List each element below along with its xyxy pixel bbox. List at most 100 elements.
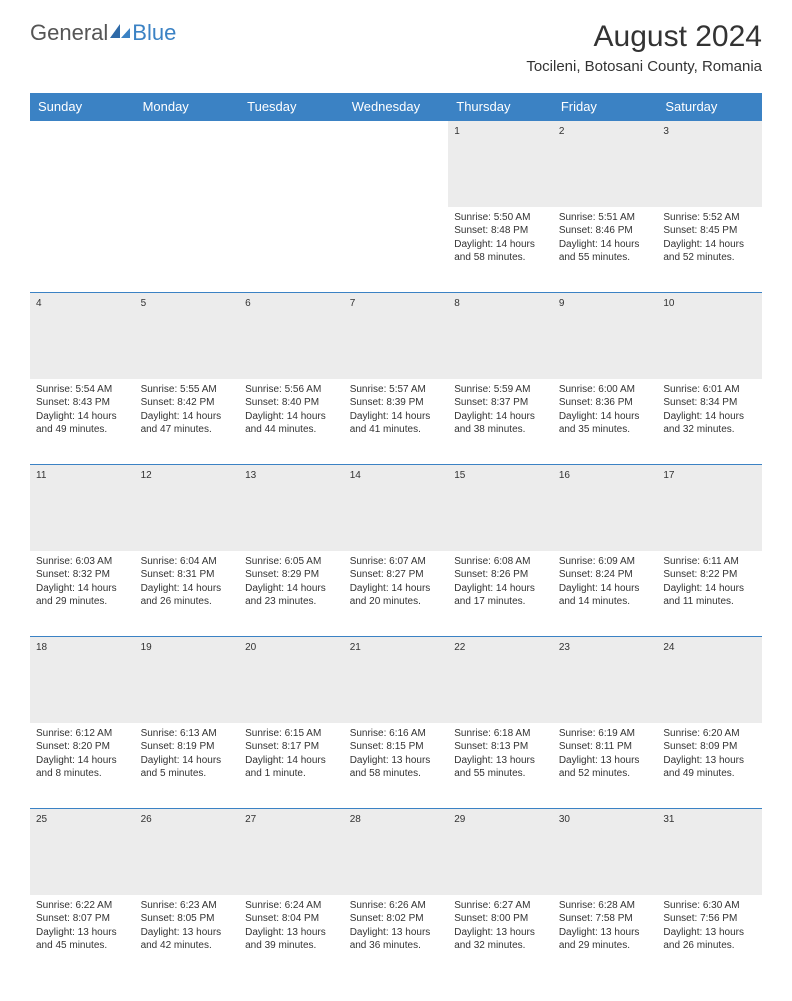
sunset-text: Sunset: 8:15 PM — [350, 740, 443, 754]
daylight-text-1: Daylight: 13 hours — [663, 754, 756, 768]
day-cell: Sunrise: 6:22 AMSunset: 8:07 PMDaylight:… — [30, 895, 135, 981]
daylight-text-2: and 20 minutes. — [350, 595, 443, 609]
day-header: Tuesday — [239, 93, 344, 121]
day-number-cell: 14 — [344, 465, 449, 551]
daylight-text-1: Daylight: 14 hours — [350, 410, 443, 424]
daylight-text-2: and 29 minutes. — [559, 939, 652, 953]
sunrise-text: Sunrise: 6:18 AM — [454, 727, 547, 741]
sunrise-text: Sunrise: 6:05 AM — [245, 555, 338, 569]
day-cell: Sunrise: 6:19 AMSunset: 8:11 PMDaylight:… — [553, 723, 658, 809]
daylight-text-2: and 36 minutes. — [350, 939, 443, 953]
daylight-text-2: and 5 minutes. — [141, 767, 234, 781]
daylight-text-1: Daylight: 14 hours — [36, 582, 129, 596]
sunset-text: Sunset: 8:32 PM — [36, 568, 129, 582]
daylight-text-1: Daylight: 14 hours — [559, 582, 652, 596]
daylight-text-2: and 26 minutes. — [663, 939, 756, 953]
day-number-cell — [344, 121, 449, 207]
sunrise-text: Sunrise: 6:24 AM — [245, 899, 338, 913]
daylight-text-2: and 41 minutes. — [350, 423, 443, 437]
sunset-text: Sunset: 8:26 PM — [454, 568, 547, 582]
day-number-cell: 9 — [553, 293, 658, 379]
day-number-cell: 10 — [657, 293, 762, 379]
sunset-text: Sunset: 8:29 PM — [245, 568, 338, 582]
day-cell — [344, 207, 449, 293]
daylight-text-2: and 32 minutes. — [454, 939, 547, 953]
sunset-text: Sunset: 8:31 PM — [141, 568, 234, 582]
sunrise-text: Sunrise: 6:07 AM — [350, 555, 443, 569]
day-cell: Sunrise: 6:28 AMSunset: 7:58 PMDaylight:… — [553, 895, 658, 981]
sunrise-text: Sunrise: 6:08 AM — [454, 555, 547, 569]
sunrise-text: Sunrise: 5:55 AM — [141, 383, 234, 397]
day-header: Wednesday — [344, 93, 449, 121]
daylight-text-1: Daylight: 14 hours — [663, 582, 756, 596]
sunset-text: Sunset: 8:24 PM — [559, 568, 652, 582]
daylight-text-2: and 52 minutes. — [559, 767, 652, 781]
day-number-cell: 20 — [239, 637, 344, 723]
daylight-text-2: and 11 minutes. — [663, 595, 756, 609]
sunrise-text: Sunrise: 6:01 AM — [663, 383, 756, 397]
sunrise-text: Sunrise: 6:15 AM — [245, 727, 338, 741]
daylight-text-1: Daylight: 14 hours — [454, 238, 547, 252]
sunset-text: Sunset: 8:39 PM — [350, 396, 443, 410]
sunrise-text: Sunrise: 5:50 AM — [454, 211, 547, 225]
sunset-text: Sunset: 8:09 PM — [663, 740, 756, 754]
daylight-text-2: and 55 minutes. — [454, 767, 547, 781]
day-number-cell: 22 — [448, 637, 553, 723]
calendar-body: 123Sunrise: 5:50 AMSunset: 8:48 PMDaylig… — [30, 121, 762, 981]
sunrise-text: Sunrise: 6:23 AM — [141, 899, 234, 913]
daylight-text-2: and 49 minutes. — [36, 423, 129, 437]
day-cell: Sunrise: 6:20 AMSunset: 8:09 PMDaylight:… — [657, 723, 762, 809]
day-cell: Sunrise: 6:00 AMSunset: 8:36 PMDaylight:… — [553, 379, 658, 465]
day-number-cell — [239, 121, 344, 207]
sunrise-text: Sunrise: 6:20 AM — [663, 727, 756, 741]
day-cell: Sunrise: 6:12 AMSunset: 8:20 PMDaylight:… — [30, 723, 135, 809]
sunrise-text: Sunrise: 6:04 AM — [141, 555, 234, 569]
day-cell: Sunrise: 6:04 AMSunset: 8:31 PMDaylight:… — [135, 551, 240, 637]
day-cell: Sunrise: 5:56 AMSunset: 8:40 PMDaylight:… — [239, 379, 344, 465]
sunset-text: Sunset: 8:17 PM — [245, 740, 338, 754]
day-cell: Sunrise: 6:13 AMSunset: 8:19 PMDaylight:… — [135, 723, 240, 809]
sunrise-text: Sunrise: 6:13 AM — [141, 727, 234, 741]
day-number-cell: 8 — [448, 293, 553, 379]
daylight-text-1: Daylight: 14 hours — [245, 754, 338, 768]
sunset-text: Sunset: 8:37 PM — [454, 396, 547, 410]
day-cell: Sunrise: 5:54 AMSunset: 8:43 PMDaylight:… — [30, 379, 135, 465]
day-cell: Sunrise: 6:07 AMSunset: 8:27 PMDaylight:… — [344, 551, 449, 637]
day-content-row: Sunrise: 6:12 AMSunset: 8:20 PMDaylight:… — [30, 723, 762, 809]
sunrise-text: Sunrise: 5:51 AM — [559, 211, 652, 225]
daylight-text-2: and 52 minutes. — [663, 251, 756, 265]
sunset-text: Sunset: 8:42 PM — [141, 396, 234, 410]
daylight-text-2: and 17 minutes. — [454, 595, 547, 609]
day-cell — [30, 207, 135, 293]
day-number-cell: 2 — [553, 121, 658, 207]
daylight-text-2: and 38 minutes. — [454, 423, 547, 437]
daylight-text-2: and 47 minutes. — [141, 423, 234, 437]
day-header-row: Sunday Monday Tuesday Wednesday Thursday… — [30, 93, 762, 121]
day-number-cell: 1 — [448, 121, 553, 207]
sunset-text: Sunset: 8:02 PM — [350, 912, 443, 926]
sunrise-text: Sunrise: 6:22 AM — [36, 899, 129, 913]
sunrise-text: Sunrise: 6:26 AM — [350, 899, 443, 913]
day-cell: Sunrise: 6:11 AMSunset: 8:22 PMDaylight:… — [657, 551, 762, 637]
day-number-cell: 31 — [657, 809, 762, 895]
day-number-cell: 19 — [135, 637, 240, 723]
calendar-page: General Blue August 2024 Tocileni, Botos… — [0, 0, 792, 1001]
day-cell: Sunrise: 6:08 AMSunset: 8:26 PMDaylight:… — [448, 551, 553, 637]
logo-text-2: Blue — [132, 20, 176, 46]
daylight-text-2: and 44 minutes. — [245, 423, 338, 437]
daylight-text-2: and 49 minutes. — [663, 767, 756, 781]
daylight-text-1: Daylight: 13 hours — [454, 754, 547, 768]
day-cell: Sunrise: 6:24 AMSunset: 8:04 PMDaylight:… — [239, 895, 344, 981]
day-number-cell: 30 — [553, 809, 658, 895]
daylight-text-2: and 32 minutes. — [663, 423, 756, 437]
sunset-text: Sunset: 8:36 PM — [559, 396, 652, 410]
day-number-cell: 27 — [239, 809, 344, 895]
day-cell: Sunrise: 6:27 AMSunset: 8:00 PMDaylight:… — [448, 895, 553, 981]
day-header: Monday — [135, 93, 240, 121]
daylight-text-1: Daylight: 14 hours — [663, 238, 756, 252]
sunset-text: Sunset: 8:43 PM — [36, 396, 129, 410]
daylight-text-1: Daylight: 13 hours — [36, 926, 129, 940]
day-cell: Sunrise: 6:15 AMSunset: 8:17 PMDaylight:… — [239, 723, 344, 809]
day-header: Friday — [553, 93, 658, 121]
daylight-text-1: Daylight: 14 hours — [245, 582, 338, 596]
